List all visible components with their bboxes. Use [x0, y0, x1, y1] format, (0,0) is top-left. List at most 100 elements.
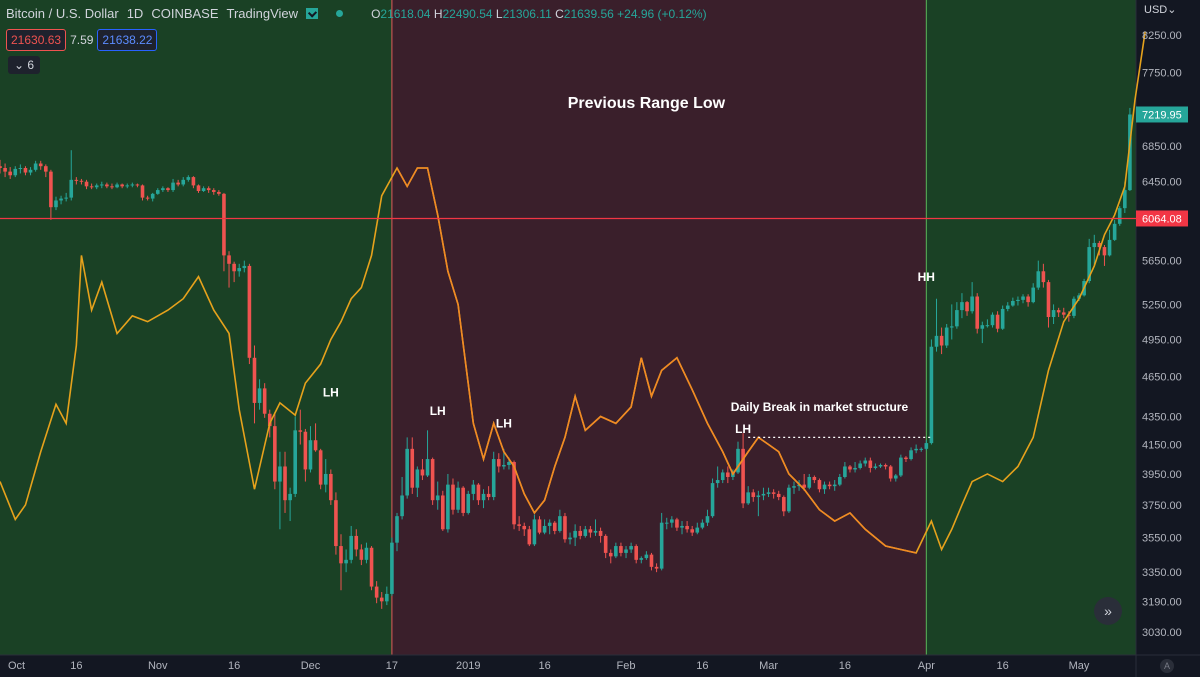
candle-body — [288, 493, 292, 501]
candle-body — [782, 497, 786, 512]
x-tick-label: May — [1069, 660, 1090, 672]
candle-body — [166, 188, 170, 191]
candle-body — [379, 597, 384, 602]
candle-body — [339, 546, 343, 564]
candle-body — [532, 519, 537, 545]
candle-body — [955, 310, 959, 327]
candle-body — [766, 492, 771, 494]
y-tick-label: 3350.00 — [1142, 567, 1182, 579]
candle-body — [3, 167, 7, 172]
close-label: C — [555, 6, 564, 21]
candle-body — [308, 440, 313, 470]
interval-label[interactable]: 1D — [126, 6, 144, 21]
candle-body — [726, 472, 730, 477]
candle-body — [710, 483, 715, 517]
ohlc-values: O21618.04 H22490.54 L21306.11 C21639.56 … — [371, 7, 707, 21]
candle-body — [1056, 310, 1061, 313]
last-price-tag-label: 7219.95 — [1142, 109, 1182, 121]
candle-body — [843, 466, 847, 477]
x-tick-label: 16 — [997, 660, 1009, 672]
candle-body — [573, 530, 577, 538]
change-value: +24.96 (+0.12%) — [617, 6, 707, 21]
candle-body — [359, 549, 364, 560]
annotation-label: LH — [735, 422, 751, 436]
candle-body — [425, 459, 430, 476]
overlay-series-line-red-zone — [396, 167, 917, 554]
candle-body — [23, 167, 28, 173]
x-tick-label: Dec — [301, 660, 321, 672]
candle-body — [140, 185, 145, 198]
candle-body — [38, 163, 43, 167]
annotation-label: Previous Range Low — [568, 95, 726, 112]
candle-body — [878, 464, 883, 467]
candle-body — [995, 314, 1000, 329]
candle-body — [84, 181, 89, 187]
y-tick-label: 7750.00 — [1142, 67, 1182, 79]
candle-body — [49, 171, 53, 208]
candle-body — [206, 188, 211, 191]
candle-body — [502, 464, 506, 467]
candle-body — [944, 327, 949, 346]
candle-body — [792, 486, 796, 488]
candle-body — [558, 516, 562, 531]
annotation-label: LH — [430, 404, 446, 418]
currency-selector[interactable]: USD⌄ — [1144, 3, 1176, 16]
y-tick-label: 5650.00 — [1142, 256, 1182, 268]
candle-body — [1087, 247, 1091, 282]
candle-body — [456, 487, 460, 510]
candle-body — [832, 484, 837, 487]
zone-green — [0, 0, 392, 655]
candle-body — [318, 450, 323, 485]
scroll-to-realtime-button[interactable]: » — [1094, 597, 1122, 625]
candle-body — [629, 546, 633, 550]
candle-body — [1117, 208, 1122, 224]
high-value: 22490.54 — [442, 6, 493, 21]
candle-body — [624, 549, 628, 553]
candle-body — [1128, 114, 1132, 191]
source-label: TradingView — [226, 6, 299, 21]
candle-body — [1026, 296, 1030, 303]
candle-body — [405, 448, 409, 496]
candle-body — [54, 200, 58, 208]
candle-body — [634, 546, 639, 560]
candle-body — [150, 193, 155, 199]
candle-body — [89, 186, 94, 188]
candle-body — [1041, 271, 1046, 283]
auto-scale-button[interactable]: A — [1160, 659, 1174, 673]
candle-body — [776, 493, 781, 498]
candle-body — [542, 525, 547, 533]
candle-body — [975, 296, 980, 329]
symbol-name[interactable]: Bitcoin / U.S. Dollar — [6, 6, 119, 21]
candle-body — [1011, 300, 1015, 306]
candle-body — [593, 530, 598, 533]
candle-body — [110, 186, 114, 188]
y-tick-label: 6450.00 — [1142, 177, 1182, 189]
candle-body — [552, 522, 557, 531]
y-tick-label: 3190.00 — [1142, 596, 1182, 608]
candle-body — [201, 188, 206, 192]
candle-body — [486, 493, 491, 498]
candle-body — [420, 469, 425, 476]
candle-body — [670, 519, 674, 523]
indicators-toggle[interactable]: ⌄ 6 — [8, 56, 41, 74]
candle-body — [481, 493, 486, 501]
spread-value: 7.59 — [70, 33, 94, 47]
zone-green — [926, 0, 1136, 655]
flag-icon[interactable] — [306, 8, 319, 19]
buy-button[interactable]: 21638.22 — [97, 29, 158, 51]
candle-body — [914, 448, 918, 451]
candle-body — [858, 463, 862, 468]
candle-body — [33, 163, 38, 170]
candle-body — [430, 459, 435, 501]
annotation-label: LH — [323, 385, 339, 399]
candle-body — [349, 535, 353, 560]
sell-button[interactable]: 21630.63 — [6, 29, 67, 51]
chevron-down-icon: ⌄ — [14, 58, 25, 72]
candle-body — [237, 268, 242, 272]
candle-body — [741, 448, 745, 504]
candle-body — [191, 177, 196, 186]
candle-body — [186, 177, 191, 180]
y-tick-label: 5250.00 — [1142, 299, 1182, 311]
candle-body — [1092, 242, 1097, 248]
